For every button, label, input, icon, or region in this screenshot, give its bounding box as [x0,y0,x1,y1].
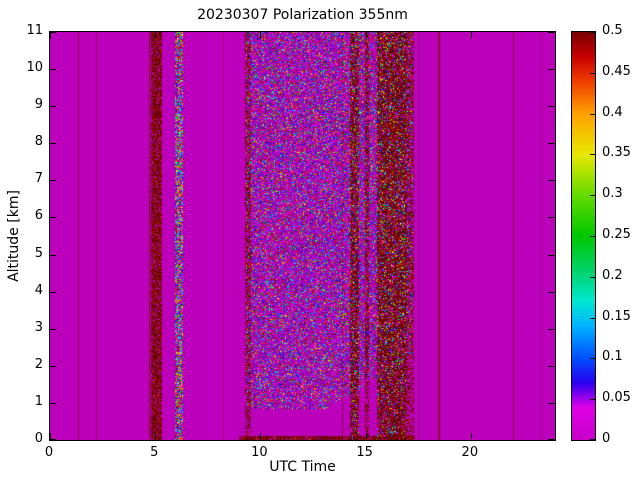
y-axis-label: Altitude [km] [6,190,22,282]
colorbar-tick-mark [590,399,595,400]
x-tick-label: 15 [356,445,373,460]
y-tick-mark [50,255,56,256]
y-tick-mark [50,366,56,367]
x-tick-mark [260,433,261,439]
colorbar-tick-mark [590,154,595,155]
x-tick-label: 5 [150,445,159,460]
x-tick-mark [155,433,156,439]
colorbar-tick-label: 0.35 [602,145,631,161]
y-tick-mark [548,180,554,181]
y-tick-mark [50,217,56,218]
y-tick-mark [50,69,56,70]
y-tick-mark [50,180,56,181]
y-tick-mark [548,403,554,404]
heatmap-canvas [50,32,555,440]
colorbar-tick-mark [590,277,595,278]
colorbar-tick-label: 0.45 [602,63,631,79]
colorbar-tick-mark [590,114,595,115]
y-tick-label: 9 [34,97,43,113]
colorbar-tick-mark [590,236,595,237]
colorbar-tick-label: 0.05 [602,390,631,406]
x-tick-mark [471,433,472,439]
y-tick-mark [548,32,554,33]
colorbar-tick-label: 0.4 [602,104,623,120]
y-tick-mark [548,329,554,330]
colorbar-tick-mark [590,32,595,33]
y-tick-mark [548,143,554,144]
x-tick-mark [471,32,472,38]
colorbar-tick-mark [590,73,595,74]
y-tick-label: 0 [34,431,43,446]
y-tick-mark [50,143,56,144]
chart-title: 20230307 Polarization 355nm [197,7,408,23]
colorbar-tick-label: 0 [602,431,611,446]
y-tick-mark [50,106,56,107]
y-tick-mark [548,292,554,293]
colorbar [571,31,596,441]
x-tick-mark [50,433,51,439]
x-tick-mark [260,32,261,38]
y-tick-mark [50,292,56,293]
colorbar-tick-label: 0.1 [602,349,623,365]
y-tick-label: 5 [34,245,43,261]
y-tick-label: 3 [34,319,43,335]
x-tick-mark [366,433,367,439]
colorbar-tick-mark [590,358,595,359]
x-tick-label: 20 [461,445,479,460]
y-tick-label: 10 [26,60,43,76]
colorbar-tick-label: 0.3 [602,186,623,202]
y-tick-mark [50,403,56,404]
y-tick-label: 1 [34,393,43,409]
x-tick-label: 0 [44,445,54,460]
y-tick-label: 4 [34,282,43,298]
y-tick-label: 6 [34,208,43,224]
colorbar-tick-label: 0.25 [602,227,631,242]
colorbar-gradient-canvas [572,32,595,440]
y-tick-mark [548,255,554,256]
y-tick-label: 11 [26,23,43,38]
colorbar-tick-mark [590,318,595,319]
y-tick-mark [50,329,56,330]
y-tick-mark [548,366,554,367]
y-tick-mark [50,32,56,33]
x-tick-label: 10 [251,445,268,460]
colorbar-tick-label: 0.15 [602,308,631,324]
x-tick-mark [50,32,51,38]
x-tick-mark [366,32,367,38]
colorbar-tick-label: 0.5 [602,23,623,38]
y-tick-mark [50,439,56,440]
y-tick-label: 2 [34,356,43,372]
colorbar-tick-mark [590,195,595,196]
y-tick-mark [548,106,554,107]
y-tick-mark [548,439,554,440]
colorbar-tick-label: 0.2 [602,267,623,283]
plot-area [49,31,556,441]
y-tick-mark [548,69,554,70]
y-tick-mark [548,217,554,218]
colorbar-tick-mark [590,439,595,440]
x-axis-label: UTC Time [269,459,336,475]
y-tick-label: 8 [34,134,43,150]
y-tick-label: 7 [34,171,43,187]
x-tick-mark [155,32,156,38]
